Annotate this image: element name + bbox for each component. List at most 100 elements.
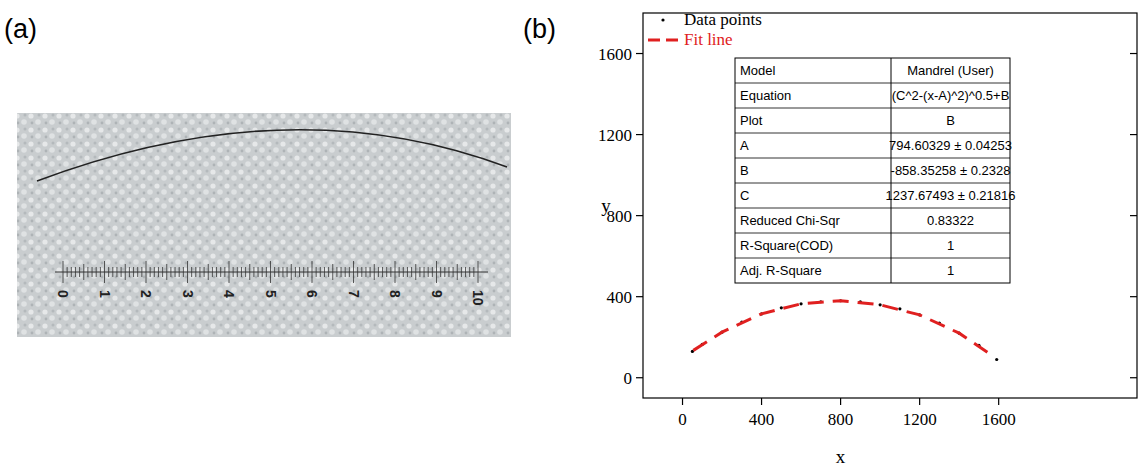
ruler-tick bbox=[216, 267, 217, 277]
y-tick-label: 0 bbox=[624, 369, 633, 388]
ruler-tick bbox=[237, 267, 238, 277]
ruler-tick bbox=[133, 267, 134, 277]
table-rule bbox=[735, 183, 1010, 184]
ruler-tick bbox=[195, 267, 196, 277]
ruler: 012345678910 bbox=[55, 261, 488, 306]
ruler-tick bbox=[473, 267, 474, 277]
ruler-tick bbox=[312, 261, 313, 283]
ruler-tick bbox=[191, 267, 192, 277]
ruler-label: 1 bbox=[97, 290, 113, 298]
ruler-label: 4 bbox=[221, 290, 237, 298]
ruler-tick bbox=[141, 267, 142, 277]
ruler-tick bbox=[75, 267, 76, 277]
ruler-tick bbox=[395, 261, 396, 283]
ruler-tick bbox=[150, 267, 151, 277]
ruler-tick bbox=[158, 267, 159, 277]
table-cell: 1237.67493 ± 0.21816 bbox=[885, 188, 1015, 203]
plot-area bbox=[691, 299, 999, 361]
legend-symbol bbox=[661, 18, 664, 21]
ruler-tick bbox=[353, 261, 354, 283]
ruler-tick bbox=[129, 267, 130, 277]
ruler-tick bbox=[63, 261, 64, 283]
ruler-label: 8 bbox=[387, 290, 403, 298]
ruler-label: 2 bbox=[138, 290, 154, 298]
table-cell: B bbox=[740, 163, 749, 178]
table-cell: 0.83322 bbox=[927, 213, 974, 228]
ruler-label: 7 bbox=[346, 290, 362, 298]
table-rule bbox=[735, 258, 1010, 259]
ruler-tick bbox=[432, 267, 433, 277]
ruler-tick bbox=[365, 267, 366, 277]
y-axis-title: y bbox=[601, 195, 611, 216]
ruler-tick bbox=[345, 267, 346, 277]
table-rule bbox=[735, 108, 1010, 109]
x-tick bbox=[682, 398, 683, 405]
data-point bbox=[879, 303, 882, 306]
ruler-tick bbox=[320, 267, 321, 277]
ruler-tick bbox=[324, 267, 325, 277]
ruler-tick bbox=[328, 267, 329, 277]
legend: Data pointsFit line bbox=[648, 10, 762, 49]
ruler-tick bbox=[204, 267, 205, 277]
y-tick-right bbox=[1130, 53, 1137, 54]
data-point bbox=[799, 302, 802, 305]
table-cell: Mandrel (User) bbox=[907, 63, 994, 78]
table-cell: Reduced Chi-Sqr bbox=[740, 213, 840, 228]
table-cell: 1 bbox=[947, 238, 954, 253]
ruler-tick bbox=[453, 267, 454, 277]
ruler-tick bbox=[407, 267, 408, 277]
ruler-tick bbox=[229, 261, 230, 283]
ruler-tick bbox=[220, 267, 221, 277]
y-tick-label: 400 bbox=[607, 288, 633, 307]
ruler-tick bbox=[258, 267, 259, 277]
ruler-tick bbox=[108, 267, 109, 277]
ruler-tick bbox=[100, 267, 101, 277]
table-rule bbox=[735, 208, 1010, 209]
ruler-tick bbox=[270, 261, 271, 283]
y-tick-right bbox=[1130, 296, 1137, 297]
ruler-label: 5 bbox=[263, 290, 279, 298]
ruler-tick bbox=[411, 267, 412, 277]
ruler-tick bbox=[299, 267, 300, 277]
table-cell: Adj. R-Square bbox=[740, 263, 822, 278]
ruler-tick bbox=[419, 267, 420, 277]
ruler-tick bbox=[303, 267, 304, 277]
data-point bbox=[898, 307, 901, 310]
ruler-tick bbox=[278, 267, 279, 277]
x-tick-label: 1600 bbox=[982, 410, 1016, 429]
ruler-tick bbox=[233, 267, 234, 277]
ruler-tick bbox=[71, 267, 72, 277]
ruler-tick bbox=[187, 261, 188, 283]
ruler-label: 10 bbox=[470, 290, 486, 306]
ruler-tick bbox=[79, 267, 80, 277]
legend-label: Data points bbox=[684, 10, 762, 29]
ruler-label: 9 bbox=[429, 290, 445, 298]
ruler-tick bbox=[361, 267, 362, 277]
ruler-tick bbox=[349, 267, 350, 277]
ruler-tick bbox=[116, 267, 117, 277]
ruler-tick bbox=[166, 264, 167, 280]
ruler-tick bbox=[378, 267, 379, 277]
ruler-tick bbox=[465, 267, 466, 277]
ruler-tick bbox=[162, 267, 163, 277]
ruler-tick bbox=[125, 264, 126, 280]
fit-table: ModelMandrel (User)Equation(C^2-(x-A)^2)… bbox=[735, 58, 1016, 283]
ruler-tick bbox=[469, 267, 470, 277]
ruler-tick bbox=[262, 267, 263, 277]
photo bbox=[17, 113, 511, 337]
ruler-tick bbox=[336, 267, 337, 277]
table-cell: 1 bbox=[947, 263, 954, 278]
x-tick bbox=[919, 398, 920, 405]
table-cell: (C^2-(x-A)^2)^0.5+B bbox=[892, 88, 1010, 103]
ruler-tick bbox=[291, 264, 292, 280]
y-tick-label: 1600 bbox=[598, 45, 632, 64]
ruler-tick bbox=[295, 267, 296, 277]
table-cell: Plot bbox=[740, 113, 763, 128]
table-rule bbox=[735, 83, 1010, 84]
panel-label: (b) bbox=[523, 14, 556, 44]
ruler-tick bbox=[199, 267, 200, 277]
data-point bbox=[780, 306, 783, 309]
ruler-tick bbox=[67, 267, 68, 277]
ruler-tick bbox=[137, 267, 138, 277]
ruler-label: 0 bbox=[55, 290, 71, 298]
